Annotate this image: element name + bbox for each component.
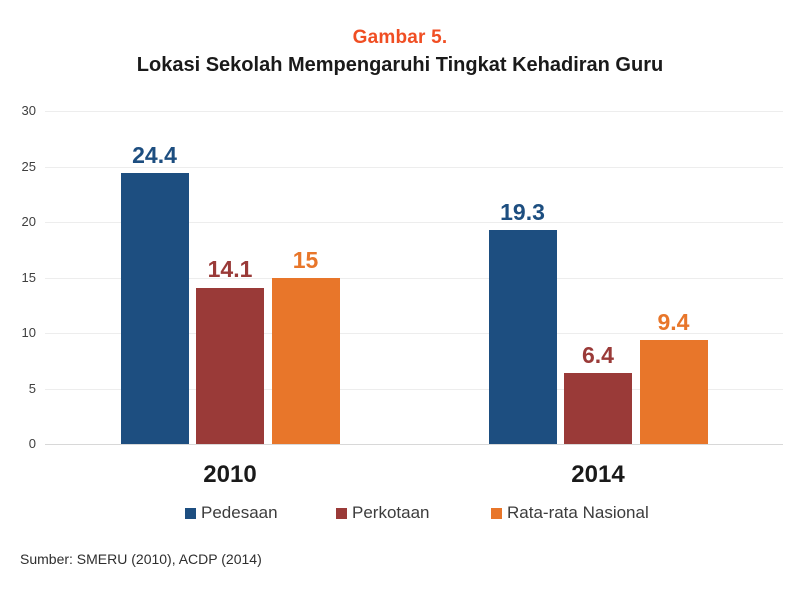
- y-tick-label-10: 10: [21, 325, 36, 340]
- legend-item-pedesaan: Pedesaan: [185, 503, 278, 523]
- legend: Pedesaan Perkotaan Rata-rata Nasional: [0, 503, 800, 523]
- gridline-y-15: [45, 277, 783, 279]
- gridline-y-0: [45, 444, 783, 445]
- y-tick-label-20: 20: [21, 214, 36, 229]
- legend-item-rata-rata-nasional: Rata-rata Nasional: [491, 503, 649, 523]
- gridline-y-20: [45, 222, 783, 223]
- legend-swatch-icon: [491, 507, 502, 519]
- gridline-y-30: [45, 111, 783, 112]
- legend-label: Rata-rata Nasional: [507, 503, 649, 522]
- figure-label: Gambar 5.: [352, 27, 448, 48]
- bar-2010-perkotaan: [196, 287, 264, 444]
- source-note: Sumber: SMERU (2010), ACDP (2014): [20, 551, 262, 567]
- bar-2010-rata-rata-nasional: [271, 277, 340, 444]
- y-tick-label-0: 0: [28, 436, 36, 451]
- legend-label: Perkotaan: [352, 503, 430, 522]
- bar-value-label: 15: [292, 246, 319, 273]
- plot-area: [45, 111, 783, 445]
- legend-swatch-icon: [185, 507, 196, 519]
- y-tick-label-25: 25: [21, 158, 36, 174]
- bar-value-label: 19.3: [500, 198, 545, 225]
- bar-value-label: 14.1: [207, 256, 253, 283]
- y-tick-label-5: 5: [28, 380, 36, 396]
- x-axis-label-2010: 2010: [203, 461, 257, 488]
- gridline-y-25: [45, 166, 783, 168]
- y-tick-label-30: 30: [21, 103, 36, 118]
- y-tick-label-15: 15: [21, 269, 36, 285]
- legend-item-perkotaan: Perkotaan: [336, 503, 430, 523]
- bar-2014-perkotaan: [564, 372, 632, 444]
- bar-value-label: 24.4: [132, 142, 177, 169]
- bar-value-label: 9.4: [657, 308, 690, 335]
- legend-label: Pedesaan: [201, 503, 278, 522]
- gridline-y-5: [45, 388, 783, 390]
- legend-swatch-icon: [336, 507, 347, 519]
- bar-2014-pedesaan: [488, 229, 557, 444]
- gridline-y-10: [45, 333, 783, 334]
- bar-value-label: 6.4: [582, 341, 614, 368]
- figure-title: Lokasi Sekolah Mempengaruhi Tingkat Keha…: [136, 54, 664, 76]
- x-axis-label-2014: 2014: [571, 461, 625, 488]
- bar-2010-pedesaan: [120, 173, 189, 444]
- bar-2014-rata-rata-nasional: [639, 339, 708, 444]
